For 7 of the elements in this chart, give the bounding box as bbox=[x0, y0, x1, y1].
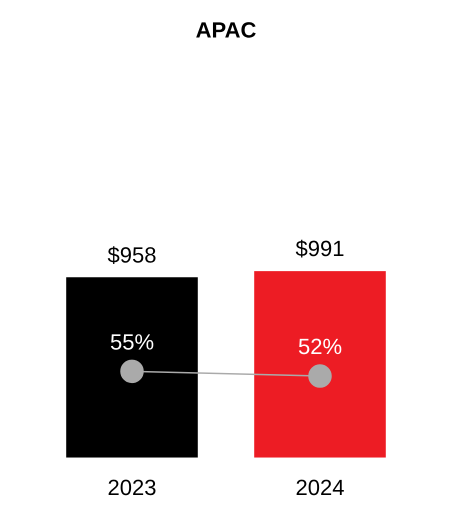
chart-title: APAC bbox=[196, 17, 256, 42]
data-label: 55% bbox=[110, 329, 154, 354]
x-tick-label: 2023 bbox=[108, 474, 156, 500]
data-label: 52% bbox=[298, 334, 342, 360]
data-label: $958 bbox=[108, 242, 156, 268]
data-label: $991 bbox=[296, 236, 344, 262]
x-tick-label: 2024 bbox=[296, 474, 344, 500]
